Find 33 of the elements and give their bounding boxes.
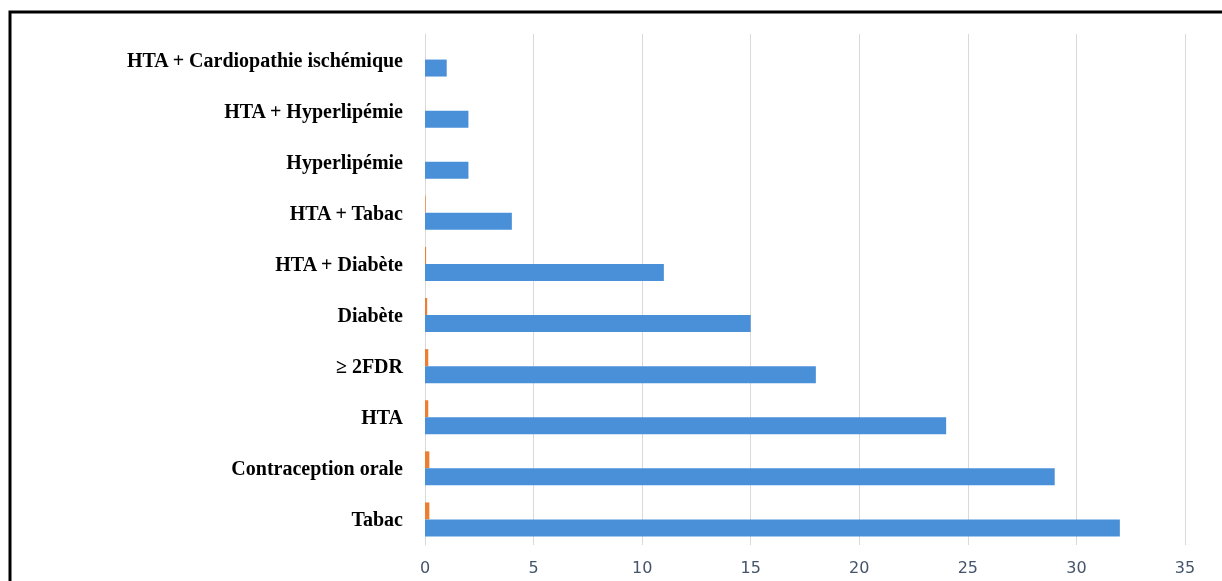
y-tick-label: HTA + Cardiopathie ischémique (126, 48, 404, 72)
bar (425, 502, 430, 520)
x-tick-label: 20 (849, 557, 870, 577)
bar (425, 519, 1120, 537)
bar (425, 417, 947, 435)
x-tick-label: 5 (528, 557, 539, 577)
y-tick-label: Hyperlipémie (286, 150, 404, 174)
bar (425, 400, 429, 418)
y-tick-label: HTA + Hyperlipémie (224, 99, 404, 123)
bar (425, 468, 1055, 486)
y-tick-label: HTA + Tabac (289, 201, 404, 224)
bar (425, 451, 430, 469)
bar (425, 110, 469, 128)
bar (425, 315, 751, 333)
bar (425, 298, 428, 316)
y-tick-label: Tabac (351, 508, 404, 531)
bar (425, 349, 429, 367)
y-tick-label: Diabète (337, 304, 404, 327)
y-tick-label: HTA + Diabète (275, 252, 404, 275)
x-tick-label: 15 (740, 557, 761, 577)
x-tick-label: 35 (1174, 557, 1196, 577)
y-tick-label: ≥ 2FDR (335, 355, 404, 378)
bar (425, 212, 512, 230)
x-tick-label: 30 (1066, 557, 1087, 577)
x-tick-label: 10 (631, 557, 653, 577)
x-tick-label: 25 (957, 557, 979, 577)
y-tick-label: HTA (361, 406, 404, 429)
bar (425, 263, 664, 281)
bar (425, 59, 447, 77)
bar (425, 161, 469, 179)
x-tick-label: 0 (419, 557, 431, 577)
bar (425, 366, 816, 384)
y-tick-label: Contraception orale (231, 457, 404, 481)
